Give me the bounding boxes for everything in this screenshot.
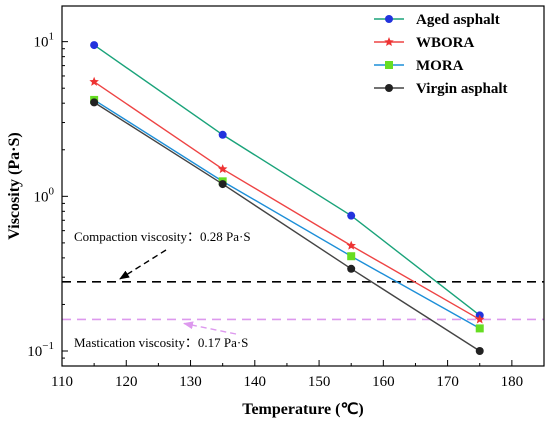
legend-label: Virgin asphalt — [416, 81, 508, 97]
legend-label: WBORA — [416, 35, 475, 51]
series-wbora — [89, 76, 485, 324]
series-aged-asphalt — [90, 41, 484, 320]
series-mora — [90, 95, 484, 333]
series-line — [93, 99, 481, 330]
data-point — [474, 314, 485, 324]
x-tick-label: 130 — [179, 374, 202, 390]
compaction-viscosity-label: Compaction viscosity：0.28 Pa·S — [74, 229, 251, 244]
data-point — [218, 180, 227, 189]
legend-item: WBORA — [374, 35, 475, 51]
data-point — [385, 84, 393, 92]
data-point — [347, 252, 356, 261]
legend-item: Virgin asphalt — [374, 81, 508, 97]
x-tick-label: 120 — [115, 374, 138, 390]
data-point — [90, 41, 99, 50]
y-tick-label: 101 — [34, 31, 55, 51]
data-point — [475, 324, 484, 333]
legend: Aged asphalt WBORA MORA Virgin asphalt — [374, 12, 508, 97]
data-point — [475, 347, 484, 356]
x-tick-label: 150 — [308, 374, 331, 390]
data-point — [218, 130, 227, 139]
data-point — [347, 264, 356, 273]
compaction-arrow — [119, 249, 167, 280]
data-point — [347, 211, 356, 220]
series-virgin-asphalt — [90, 98, 484, 356]
data-point — [385, 15, 393, 23]
plot-frame — [61, 5, 545, 367]
data-point — [89, 76, 99, 86]
x-tick-label: 110 — [51, 374, 73, 390]
plot-content — [62, 41, 544, 356]
x-tick-label: 160 — [372, 374, 395, 390]
data-point — [217, 164, 228, 174]
x-tick-label: 140 — [244, 374, 267, 390]
data-point — [384, 37, 394, 47]
legend-item: MORA — [374, 58, 464, 74]
data-point — [90, 98, 99, 107]
legend-label: MORA — [416, 58, 464, 74]
series-line — [93, 101, 481, 352]
mastication-arrow — [183, 321, 237, 335]
x-tick-label: 170 — [436, 374, 459, 390]
y-tick-label: 10−1 — [27, 340, 54, 360]
legend-label: Aged asphalt — [416, 12, 500, 28]
mastication-viscosity-label: Mastication viscosity：0.17 Pa·S — [74, 335, 248, 350]
series-line — [93, 81, 481, 321]
data-point — [346, 240, 356, 250]
y-axis: 101 100 10−1 — [27, 31, 68, 367]
series-line — [93, 44, 481, 316]
data-point — [385, 61, 393, 69]
y-axis-title: Viscosity (Pa·S) — [6, 132, 23, 239]
x-axis-title: Temperature (℃) — [242, 401, 364, 418]
x-axis: 110 120 130 140 150 160 170 180 — [51, 360, 523, 390]
legend-item: Aged asphalt — [374, 12, 500, 28]
x-tick-label: 180 — [501, 374, 524, 390]
y-tick-label: 100 — [34, 185, 55, 205]
